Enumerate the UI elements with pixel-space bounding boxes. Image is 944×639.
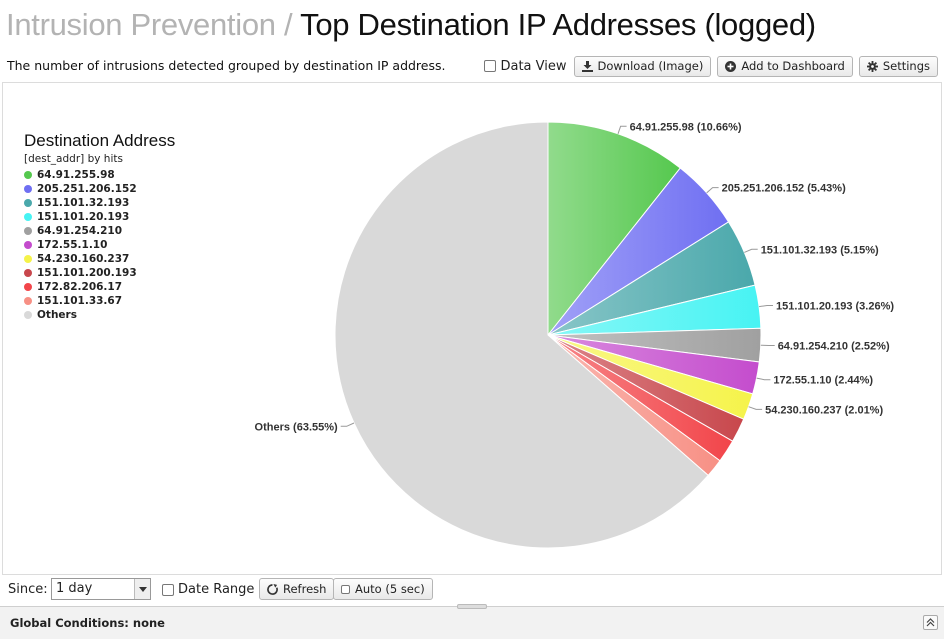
breadcrumb-parent[interactable]: Intrusion Prevention: [6, 7, 276, 42]
settings-button[interactable]: Settings: [858, 55, 938, 77]
time-controls: Since: 1 day Date Range Refresh Auto (5 …: [0, 576, 944, 604]
auto-refresh-label: Auto (5 sec): [355, 582, 425, 596]
since-value: 1 day: [56, 581, 93, 596]
auto-refresh-toggle[interactable]: Auto (5 sec): [333, 578, 433, 600]
legend-item[interactable]: 151.101.32.193: [24, 196, 175, 210]
pie-slice[interactable]: [547, 121, 681, 337]
date-range-toggle[interactable]: Date Range: [162, 582, 254, 597]
refresh-button[interactable]: Refresh: [259, 578, 335, 600]
legend-title: Destination Address: [24, 131, 176, 150]
report-toolbar: Data View Download (Image) Add to Dashbo…: [484, 55, 938, 77]
legend-label: 151.101.33.67: [37, 295, 123, 307]
breadcrumb-current: Top Destination IP Addresses (logged): [300, 7, 816, 42]
legend-items: 64.91.255.98 205.251.206.152 151.101.32.19…: [24, 168, 175, 322]
legend-label: Others: [37, 309, 77, 321]
slice-label: 151.101.32.193 (5.15%): [761, 244, 879, 256]
data-view-checkbox[interactable]: [484, 60, 497, 72]
slice-label: 54.230.160.237 (2.01%): [765, 404, 883, 416]
data-view-label: Data View: [500, 58, 567, 74]
report-description: The number of intrusions detected groupe…: [7, 58, 446, 73]
slice-label-leader: [617, 125, 627, 134]
pie-chart: 64.91.255.98 (10.66%) 205.251.206.152 (5.…: [255, 121, 894, 549]
legend-item[interactable]: 172.82.206.17: [24, 280, 175, 294]
plus-circle-icon: [725, 60, 737, 72]
chart-panel: 64.91.255.98 (10.66%) 205.251.206.152 (5.…: [2, 82, 942, 575]
download-label: Download (Image): [597, 59, 704, 73]
data-view-toggle[interactable]: Data View: [484, 58, 567, 74]
legend-swatch: [24, 171, 32, 179]
legend-label: 151.101.32.193: [37, 197, 130, 209]
slice-label: 64.91.254.210 (2.52%): [778, 341, 890, 353]
slice-label: Others (63.55%): [255, 421, 338, 433]
legend-label: 172.82.206.17: [37, 281, 123, 293]
refresh-icon: [267, 583, 278, 595]
slice-label: 205.251.206.152 (5.43%): [722, 183, 846, 195]
legend-item[interactable]: 64.91.255.98: [24, 168, 175, 182]
auto-refresh-checkbox[interactable]: [341, 584, 350, 594]
legend-subtitle: [dest_addr] by hits: [24, 153, 123, 165]
breadcrumb-separator: /: [284, 7, 293, 42]
legend-item[interactable]: 151.101.33.67: [24, 294, 175, 308]
resize-handle[interactable]: [457, 604, 487, 609]
legend-label: 151.101.20.193: [37, 211, 130, 223]
slice-label-leader: [340, 422, 355, 427]
date-range-label: Date Range: [178, 582, 255, 597]
legend-swatch: [24, 213, 32, 221]
date-range-checkbox[interactable]: [162, 583, 174, 596]
add-to-dashboard-button[interactable]: Add to Dashboard: [717, 55, 853, 77]
legend-label: 172.55.1.10: [37, 239, 108, 251]
page-title: Intrusion Prevention / Top Destination I…: [6, 7, 816, 43]
legend-swatch: [24, 297, 32, 305]
gear-icon: [866, 60, 878, 72]
legend-swatch: [24, 199, 32, 207]
refresh-label: Refresh: [283, 582, 327, 596]
legend-item[interactable]: 151.101.200.193: [24, 266, 175, 280]
legend-label: 54.230.160.237: [37, 253, 130, 265]
legend-swatch: [24, 311, 32, 319]
legend-swatch: [24, 255, 32, 263]
download-icon: [581, 60, 593, 72]
slice-label-leader: [759, 305, 773, 308]
slice-label: 151.101.20.193 (3.26%): [776, 301, 894, 313]
since-select[interactable]: 1 day: [51, 578, 151, 600]
slice-label-leader: [748, 406, 763, 410]
legend-label: 64.91.254.210: [37, 225, 123, 237]
legend-item[interactable]: 172.55.1.10: [24, 238, 175, 252]
settings-label: Settings: [882, 59, 930, 73]
legend-swatch: [24, 283, 32, 291]
slice-label-leader: [756, 377, 771, 381]
legend-item[interactable]: Others: [24, 308, 175, 322]
legend-item[interactable]: 64.91.254.210: [24, 224, 175, 238]
pie-slice[interactable]: [334, 121, 709, 549]
chart-legend: Destination Address [dest_addr] by hits …: [24, 131, 175, 322]
legend-item[interactable]: 205.251.206.152: [24, 182, 175, 196]
legend-swatch: [24, 269, 32, 277]
slice-label-leader: [706, 187, 719, 194]
add-to-dashboard-label: Add to Dashboard: [741, 59, 845, 73]
slice-label: 64.91.255.98 (10.66%): [630, 121, 742, 133]
slice-label: 172.55.1.10 (2.44%): [773, 375, 873, 387]
global-conditions-bar: Global Conditions: none: [0, 604, 944, 639]
legend-swatch: [24, 241, 32, 249]
legend-label: 64.91.255.98: [37, 169, 115, 181]
global-conditions-label: Global Conditions: none: [10, 616, 165, 630]
legend-label: 205.251.206.152: [37, 183, 137, 195]
legend-swatch: [24, 227, 32, 235]
legend-swatch: [24, 185, 32, 193]
legend-item[interactable]: 151.101.20.193: [24, 210, 175, 224]
legend-label: 151.101.200.193: [37, 267, 137, 279]
slice-label-leader: [744, 248, 758, 253]
legend-item[interactable]: 54.230.160.237: [24, 252, 175, 266]
title-bar: Intrusion Prevention / Top Destination I…: [0, 0, 944, 54]
download-image-button[interactable]: Download (Image): [573, 55, 712, 77]
since-label: Since:: [8, 582, 48, 597]
expand-icon[interactable]: [923, 615, 938, 630]
chevron-down-icon: [134, 579, 150, 599]
